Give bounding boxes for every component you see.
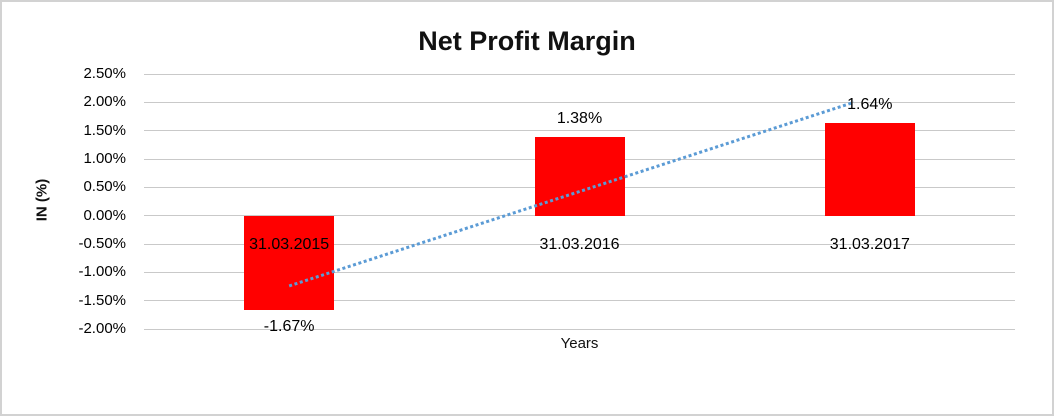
y-tick-label: -1.50% [78,291,126,309]
bar-31.03.2015 [244,215,335,311]
data-label: 1.38% [556,110,603,128]
y-tick-label: 1.50% [83,121,126,139]
y-tick-label: -1.00% [78,263,126,281]
gridline [144,328,1015,330]
category-label: 31.03.2016 [539,235,620,253]
chart-title: Net Profit Margin [418,26,636,56]
category-label: 31.03.2017 [829,235,910,253]
gridline [144,73,1015,75]
bar-31.03.2016 [534,137,625,216]
y-tick-label: 0.50% [83,178,126,196]
gridline [144,300,1015,302]
category-label: 31.03.2015 [249,235,330,253]
y-tick-label: 1.00% [83,150,126,167]
data-label: 1.64% [847,95,893,113]
x-axis-title: Years [560,335,599,352]
bar-31.03.2017 [824,122,915,216]
y-tick-label: 2.00% [83,93,126,111]
y-tick-label: -2.00% [78,320,126,337]
y-tick-label: -0.50% [78,235,126,252]
y-tick-label: 0.00% [83,206,126,224]
data-label: -1.67% [263,318,315,336]
y-tick-label: 2.50% [83,65,126,82]
